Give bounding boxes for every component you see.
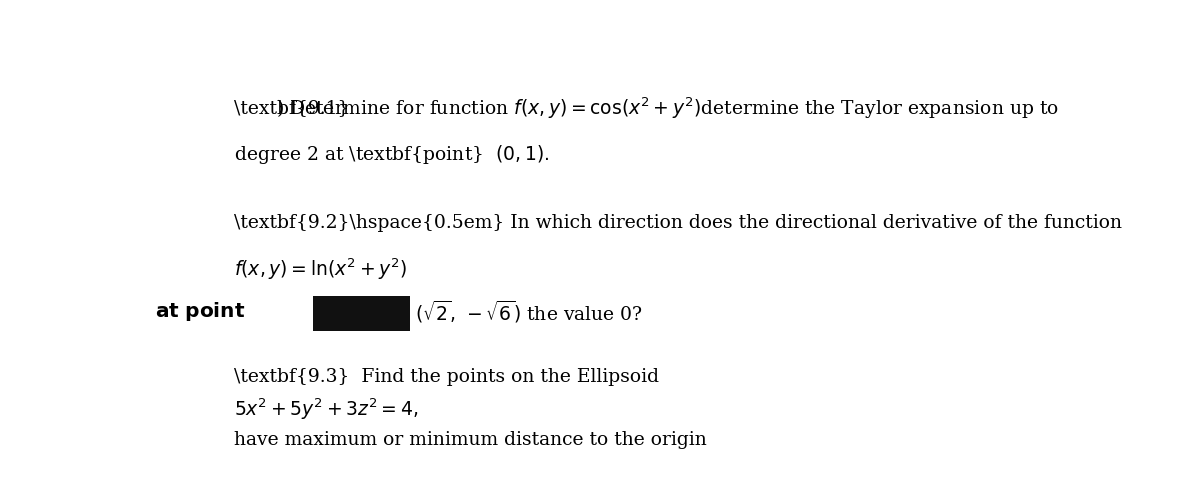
Text: $(\sqrt{2},\,-\sqrt{6})$ the value 0?: $(\sqrt{2},\,-\sqrt{6})$ the value 0? (415, 298, 643, 325)
Text: $\mathbf{at\ point}$: $\mathbf{at\ point}$ (155, 300, 245, 323)
Text: $5x^2 + 5y^2 + 3z^2 = 4,$: $5x^2 + 5y^2 + 3z^2 = 4,$ (234, 397, 418, 422)
Text: degree 2 at \textbf{point}  $(0, 1).$: degree 2 at \textbf{point} $(0, 1).$ (234, 143, 550, 166)
Text: $f(x, y) = \ln(x^2 + y^2)$: $f(x, y) = \ln(x^2 + y^2)$ (234, 256, 407, 282)
Text: \textbf{9.1}: \textbf{9.1} (234, 99, 349, 117)
Text: \textbf{9.3}  Find the points on the Ellipsoid: \textbf{9.3} Find the points on the Elli… (234, 368, 659, 386)
Text: \textbf{9.2}\hspace{0.5em} In which direction does the directional derivative of: \textbf{9.2}\hspace{0.5em} In which dire… (234, 214, 1122, 232)
Text: have maximum or minimum distance to the origin: have maximum or minimum distance to the … (234, 431, 707, 449)
Bar (313, 296, 410, 331)
Text: ) Determine for function $f(x, y) = \cos(x^2 + y^2)$determine the Taylor expansi: ) Determine for function $f(x, y) = \cos… (276, 95, 1058, 121)
